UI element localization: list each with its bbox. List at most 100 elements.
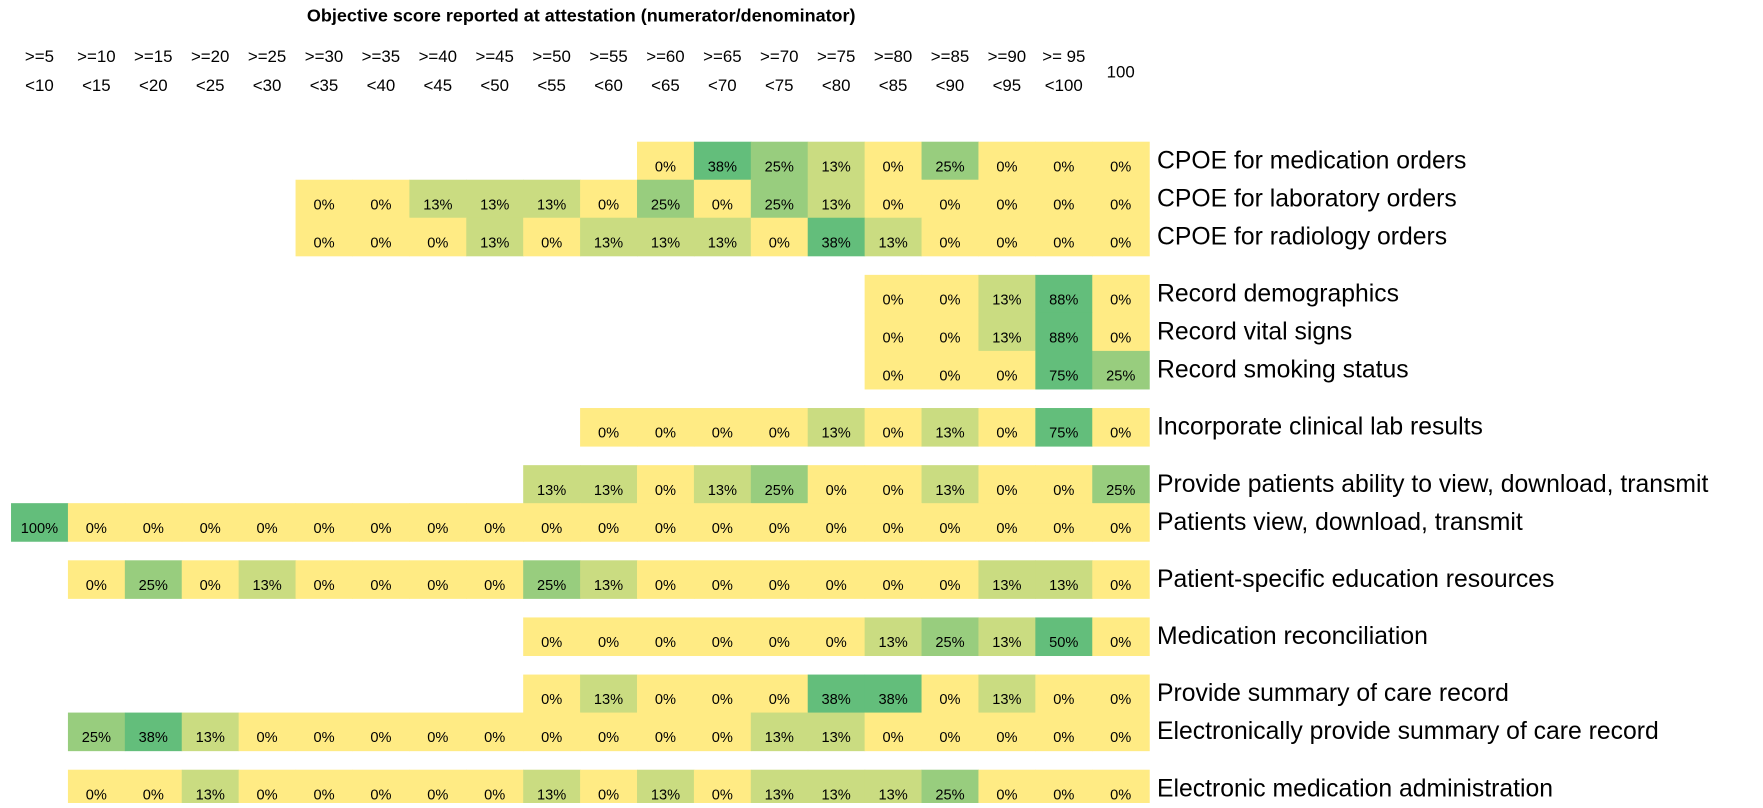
- cell: [181, 769, 240, 808]
- cell-value: 0%: [313, 197, 334, 213]
- cell: [1092, 712, 1150, 752]
- cell-value: 0%: [655, 483, 676, 499]
- cell: [978, 408, 1036, 447]
- cell-value: 0%: [883, 426, 904, 442]
- cell-value: 0%: [996, 787, 1017, 803]
- cell-value: 0%: [1110, 235, 1131, 251]
- cell-value: 0%: [1110, 635, 1131, 651]
- row-label: CPOE for medication orders: [1157, 147, 1466, 174]
- column-header: <40: [367, 76, 396, 95]
- cell-value: 25%: [139, 578, 168, 594]
- cell-value: 38%: [878, 692, 907, 708]
- cell-value: 13%: [196, 730, 225, 746]
- cell-value: 0%: [996, 521, 1017, 537]
- column-header: >=25: [248, 47, 286, 66]
- title: Objective score reported at attestation …: [307, 6, 856, 26]
- cell-value: 13%: [822, 159, 851, 175]
- cell: [580, 560, 638, 599]
- cell: [1035, 769, 1093, 808]
- cell-value: 13%: [822, 197, 851, 213]
- cell-value: 13%: [765, 730, 794, 746]
- cell: [750, 217, 809, 257]
- cell-value: 0%: [996, 369, 1017, 385]
- cell-value: 25%: [1106, 483, 1135, 499]
- cell: [409, 712, 467, 752]
- cell-value: 88%: [1049, 330, 1078, 346]
- cell-value: 0%: [484, 787, 505, 803]
- cell: [1092, 179, 1150, 219]
- cell-value: 0%: [826, 578, 847, 594]
- cell-value: 13%: [594, 578, 623, 594]
- cell: [693, 674, 752, 714]
- cell-value: 13%: [537, 787, 566, 803]
- cell-value: 0%: [86, 521, 107, 537]
- cell-value: 0%: [769, 521, 790, 537]
- cell-value: 13%: [708, 483, 737, 499]
- cell: [864, 503, 923, 542]
- cell-value: 0%: [598, 426, 619, 442]
- cell-value: 0%: [1053, 730, 1074, 746]
- cell-value: 0%: [313, 730, 334, 746]
- cell: [181, 503, 240, 542]
- cell-value: 25%: [765, 197, 794, 213]
- cell: [637, 712, 695, 752]
- cell: [295, 712, 354, 752]
- cell: [978, 503, 1036, 542]
- cell-value: 13%: [423, 197, 452, 213]
- column-header: <85: [879, 76, 908, 95]
- cell: [978, 712, 1036, 752]
- column-header: <10: [25, 76, 54, 95]
- cell: [978, 179, 1036, 219]
- cell: [352, 712, 410, 752]
- cell-value: 25%: [765, 159, 794, 175]
- cell: [864, 274, 923, 314]
- column-header: >=20: [191, 47, 229, 66]
- cell: [807, 217, 866, 257]
- cell-value: 0%: [826, 521, 847, 537]
- cell: [637, 408, 695, 447]
- cell: [693, 617, 752, 657]
- cell: [181, 712, 240, 752]
- cell: [864, 312, 923, 352]
- cell-value: 0%: [939, 578, 960, 594]
- cell: [1035, 503, 1093, 542]
- cell: [921, 350, 980, 390]
- cell-value: 0%: [769, 692, 790, 708]
- cell-value: 0%: [86, 787, 107, 803]
- cell: [864, 617, 923, 657]
- cell-value: 0%: [769, 635, 790, 651]
- column-header: <35: [310, 76, 339, 95]
- column-header: >=10: [77, 47, 115, 66]
- cell: [1092, 312, 1150, 352]
- cell-value: 0%: [1110, 292, 1131, 308]
- cell: [864, 712, 923, 752]
- cell: [67, 712, 126, 752]
- cell-value: 25%: [935, 635, 964, 651]
- cell: [352, 217, 410, 257]
- cell: [523, 674, 581, 714]
- cell-value: 0%: [939, 292, 960, 308]
- column-header: <45: [424, 76, 453, 95]
- cell-value: 0%: [370, 235, 391, 251]
- cell: [466, 217, 524, 257]
- cell: [921, 465, 980, 504]
- cell: [921, 674, 980, 714]
- cell: [466, 712, 524, 752]
- cell: [750, 617, 809, 657]
- cell: [693, 217, 752, 257]
- row-label: Record smoking status: [1157, 357, 1409, 384]
- cell-value: 0%: [1110, 159, 1131, 175]
- row-label: Provide summary of care record: [1157, 680, 1509, 707]
- cell-value: 13%: [594, 483, 623, 499]
- cell: [864, 674, 923, 714]
- cell: [466, 179, 524, 219]
- cell-value: 25%: [765, 483, 794, 499]
- cell: [921, 617, 980, 657]
- cell: [1035, 674, 1093, 714]
- cell: [1092, 674, 1150, 714]
- cell: [864, 769, 923, 808]
- cell: [409, 560, 467, 599]
- cell-value: 0%: [939, 197, 960, 213]
- cell-value: 38%: [708, 159, 737, 175]
- cell-value: 13%: [992, 692, 1021, 708]
